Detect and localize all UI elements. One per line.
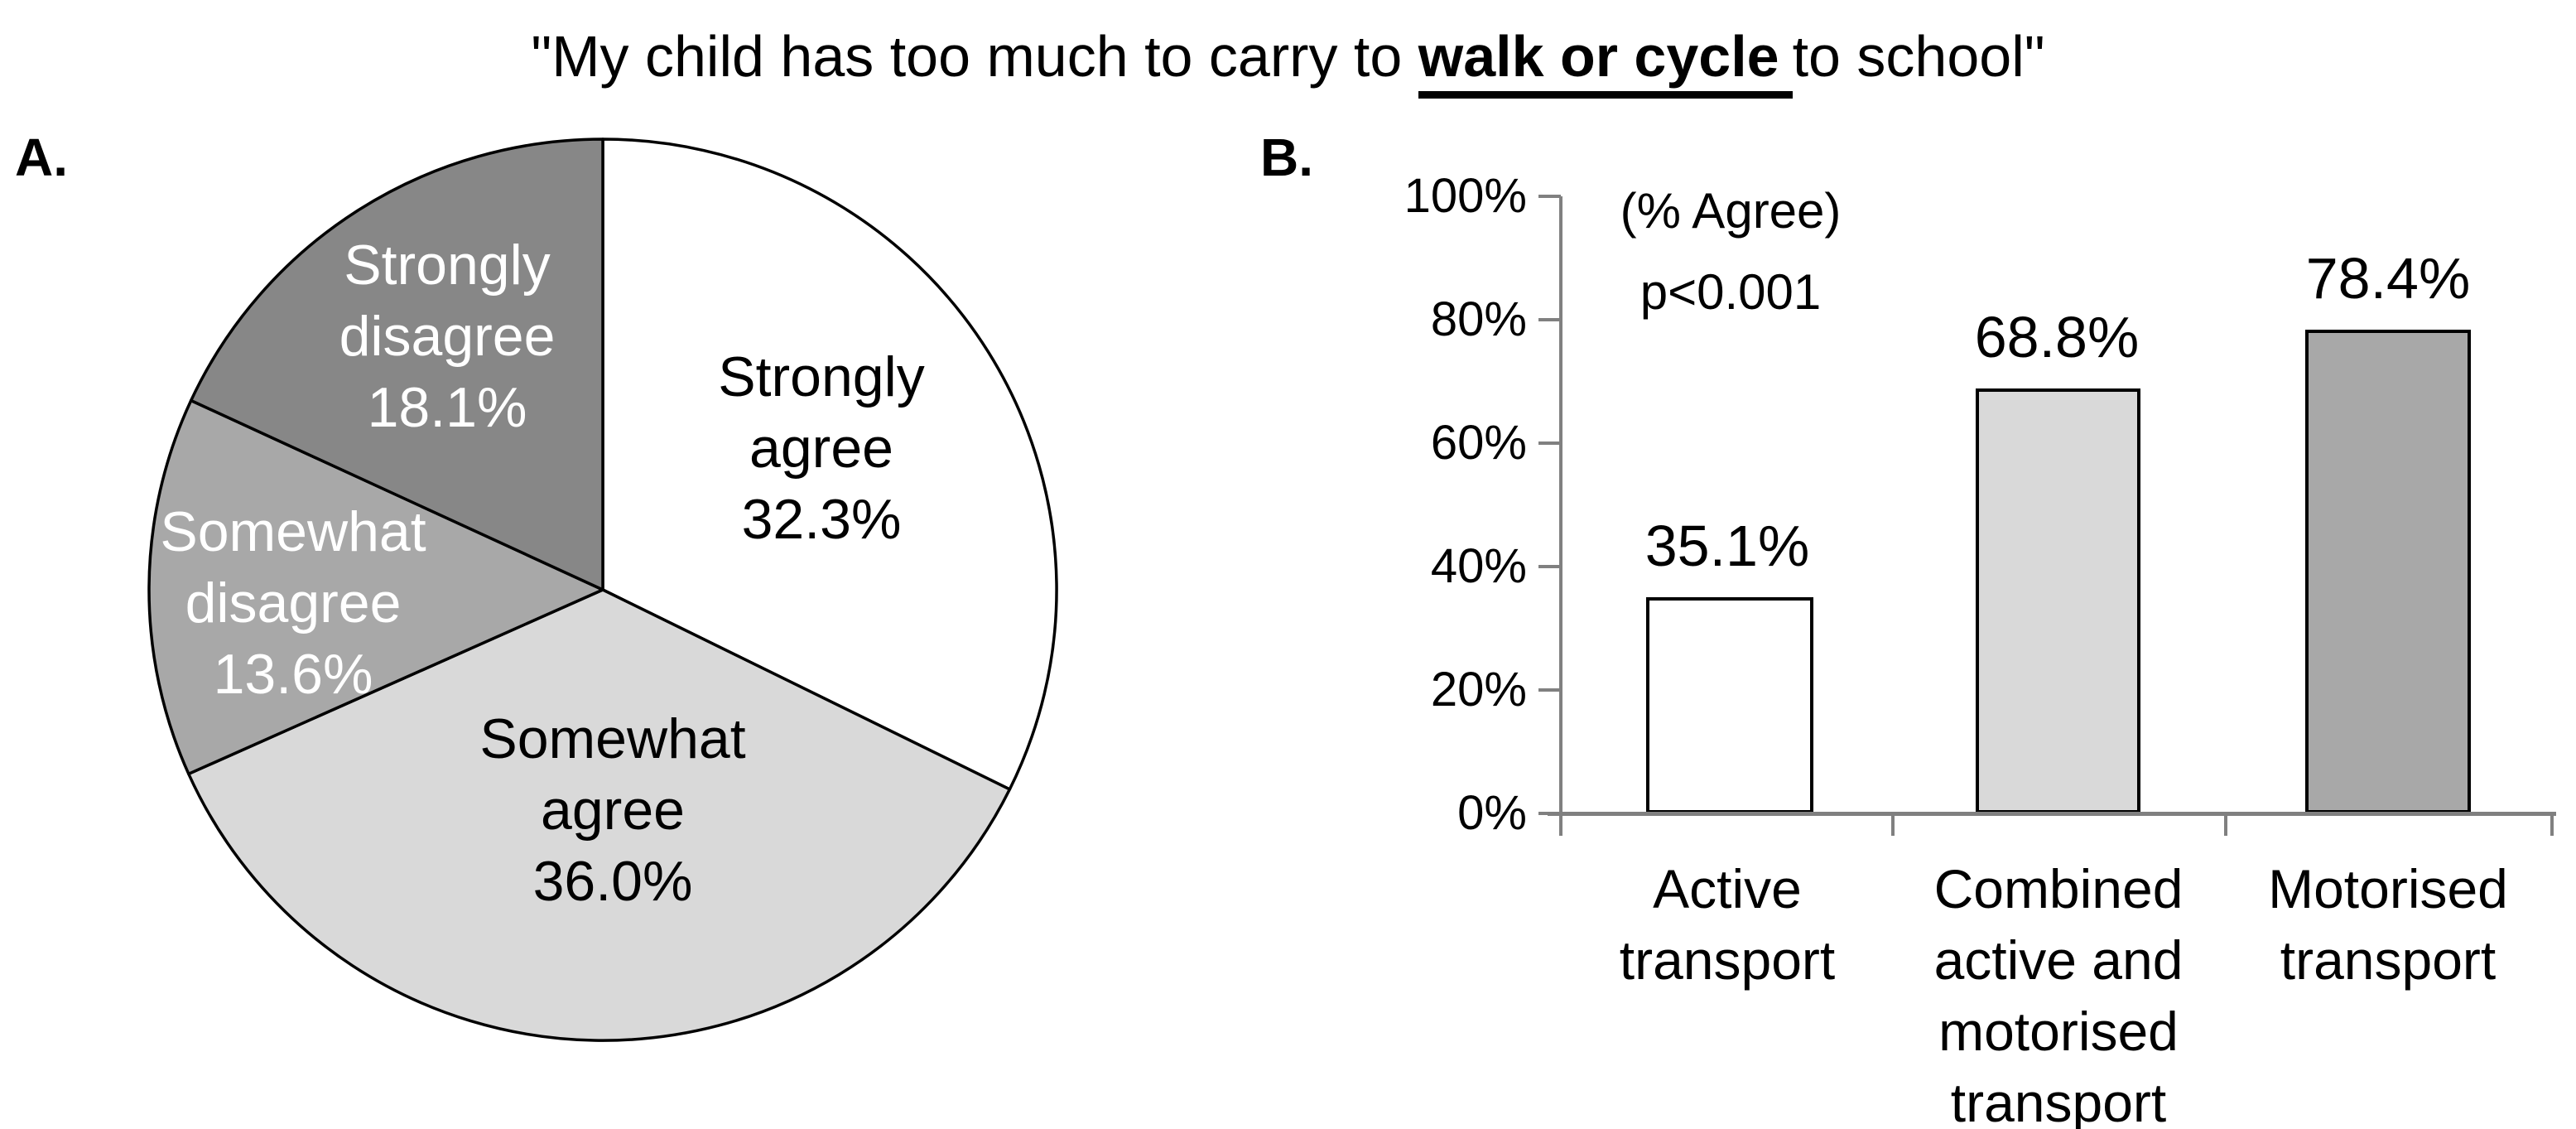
y-tick-40 (1538, 565, 1561, 568)
annotation-p-value: p<0.001 (1639, 264, 1822, 320)
y-tick-label-60: 60% (1430, 416, 1527, 470)
x-tick-4 (2550, 816, 2554, 836)
pie-label-line: 36.0% (532, 850, 693, 913)
bar-value-label: 78.4% (2305, 246, 2471, 311)
y-tick-60 (1538, 441, 1561, 445)
figure-title-emphasis: walk or cycle (1418, 24, 1793, 99)
pie-label-line: agree (749, 417, 893, 480)
panel-b-label: B. (1260, 128, 1313, 187)
bar-value-label: 35.1% (1644, 514, 1810, 578)
pie-label-line: disagree (339, 305, 556, 368)
y-tick-label-20: 20% (1430, 663, 1527, 716)
y-tick-20 (1538, 688, 1561, 692)
panel-a-label: A. (15, 128, 68, 187)
y-axis-line (1559, 196, 1562, 815)
y-tick-100 (1538, 195, 1561, 198)
category-label-line: transport (2280, 929, 2497, 991)
bar-active-transport (1646, 597, 1813, 813)
category-label-line: transport (1619, 929, 1836, 991)
figure-title-prefix: "My child has too much to carry to (531, 24, 1418, 89)
y-tick-label-100: 100% (1404, 169, 1527, 223)
pie-slice-somewhat-agree (187, 588, 1012, 1042)
x-tick-2 (1891, 816, 1895, 836)
pie-slice-strongly-agree (601, 138, 1058, 791)
figure-title-suffix: to school" (1792, 24, 2045, 89)
bar-motorised-transport (2305, 330, 2471, 813)
annotation-percent-agree: (% Agree) (1620, 183, 1842, 239)
category-label-line: motorised (1938, 1001, 2179, 1062)
pie-label-line: Somewhat (479, 707, 746, 770)
category-label-line: active and (1933, 929, 2184, 991)
category-label-line: Motorised (2268, 858, 2508, 919)
category-label-combined: Combined active and motorised transport (1843, 853, 2274, 1129)
pie-slice-somewhat-disagree (147, 398, 604, 776)
x-tick-3 (2224, 816, 2227, 836)
pie-label-line: Strongly (718, 345, 925, 408)
y-tick-80 (1538, 318, 1561, 321)
pie-label-line: 32.3% (741, 488, 902, 551)
pie-label-line: 13.6% (213, 643, 373, 706)
pie-label-line: Strongly (344, 234, 551, 297)
y-tick-label-0: 0% (1457, 786, 1527, 840)
pie-slice-strongly-disagree (189, 138, 604, 591)
bar-value-label: 68.8% (1974, 305, 2140, 369)
pie-label-strongly-agree: Strongly agree 32.3% (718, 341, 924, 555)
x-tick-1 (1559, 816, 1562, 836)
y-tick-label-80: 80% (1430, 292, 1527, 346)
category-label-line: Active (1653, 858, 1802, 919)
category-label-line: Combined (1933, 858, 2184, 919)
pie-label-line: disagree (185, 572, 402, 634)
bar-combined-transport (1976, 388, 2140, 813)
pie-label-somewhat-disagree: Somewhat disagree 13.6% (160, 496, 426, 710)
pie-label-somewhat-agree: Somewhat agree 36.0% (479, 703, 745, 917)
category-label-line: transport (1950, 1072, 2167, 1129)
y-tick-label-40: 40% (1430, 539, 1527, 593)
figure-title: "My child has too much to carry to walk … (0, 23, 2576, 99)
pie-label-strongly-disagree: Strongly disagree 18.1% (339, 229, 556, 443)
pie-label-line: agree (541, 779, 685, 842)
pie-label-line: Somewhat (160, 500, 426, 563)
category-label-motorised: Motorised transport (2173, 853, 2576, 996)
x-axis-line (1548, 812, 2556, 816)
category-label-active: Active transport (1512, 853, 1943, 996)
pie-label-line: 18.1% (367, 376, 527, 439)
